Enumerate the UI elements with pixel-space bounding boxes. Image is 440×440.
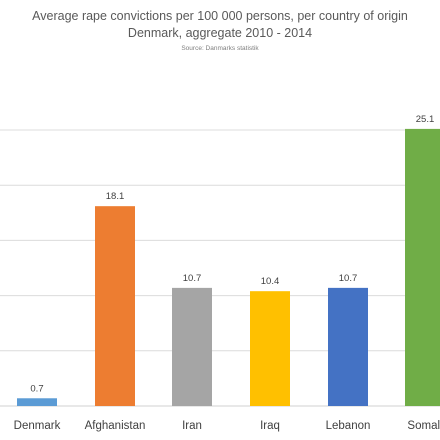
bar-denmark (17, 398, 57, 406)
x-tick-label: Denmark (14, 420, 61, 432)
bar-iran (172, 287, 212, 406)
data-label: 18.1 (106, 191, 125, 202)
x-tick-label: Lebanon (326, 420, 371, 432)
x-tick-label: Somali (407, 420, 440, 432)
chart-subtitle: Denmark, aggregate 2010 - 2014 (127, 26, 313, 40)
x-tick-label: Iraq (260, 420, 280, 432)
chart-source: Source: Danmarks statistik (181, 45, 259, 52)
data-label: 10.7 (183, 273, 202, 284)
data-label: 10.7 (339, 273, 358, 284)
x-axis-ticks: Denmark Afghanistan Iran Iraq Lebanon Somali (14, 420, 440, 432)
chart-title: Average rape convictions per 100 000 per… (32, 9, 408, 23)
data-label: 25.1 (416, 114, 435, 125)
data-labels: 0.7 18.1 10.7 10.4 10.7 25.1 (30, 114, 434, 394)
bar-somali (405, 128, 440, 406)
data-label: 10.4 (261, 276, 280, 287)
bar-afghanistan (95, 206, 135, 406)
x-tick-label: Iran (182, 420, 202, 432)
bar-lebanon (328, 287, 368, 406)
x-tick-label: Afghanistan (85, 420, 146, 432)
bars (17, 128, 440, 406)
data-label: 0.7 (30, 383, 43, 394)
gridlines (0, 129, 440, 407)
bar-iraq (250, 291, 290, 406)
